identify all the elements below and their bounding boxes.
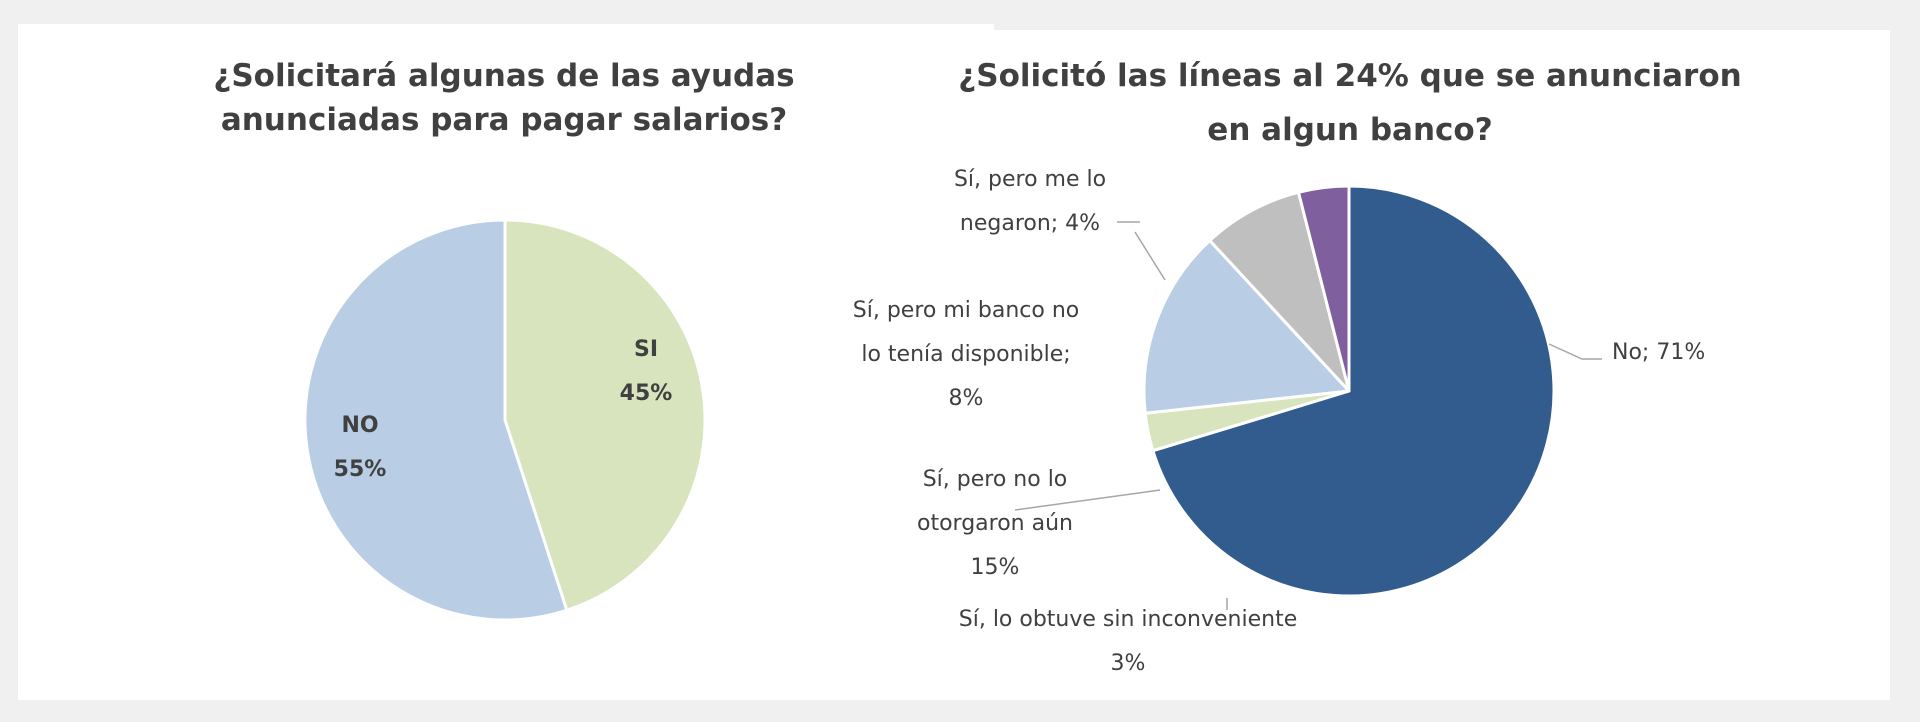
data-label-no-line: No; 71% <box>1612 340 1705 365</box>
data-label-si-pero-no-lo-otorgaron-aun-line: 15% <box>971 555 1020 580</box>
data-label-si-pero-me-lo-negaron-line: negaron; 4% <box>960 211 1100 236</box>
data-label-si-lo-obtuve-sin-inconveniente-line: Sí, lo obtuve sin inconveniente <box>959 607 1298 632</box>
data-label-no: No; 71% <box>1612 340 1705 365</box>
pie-slice-si-pero-mi-banco-no-lo-tenia-disponible <box>1208 190 1351 393</box>
pie-slice-si-pero-me-lo-negaron <box>1297 184 1351 393</box>
chart-title-line: ¿Solicitará algunas de las ayudas <box>213 58 794 94</box>
data-value-no: 55% <box>334 457 387 482</box>
data-label-si-pero-no-lo-otorgaron-aun: Sí, pero no lo otorgaron aún 15% <box>917 467 1073 580</box>
data-label-si: SI <box>634 337 658 362</box>
chart-title: ¿Solicitó las líneas al 24% que se anunc… <box>958 58 1741 148</box>
chart-title-line: ¿Solicitó las líneas al 24% que se anunc… <box>958 58 1741 94</box>
data-label-no: NO <box>341 413 378 438</box>
pie-slice-si <box>503 218 707 612</box>
data-label-si-pero-me-lo-negaron: Sí, pero me lo negaron; 4% <box>954 167 1106 236</box>
data-label-si-pero-no-lo-otorgaron-aun-line: otorgaron aún <box>917 511 1073 536</box>
chart-title-line: en algun banco? <box>1207 112 1492 148</box>
chart-title: ¿Solicitará algunas de las ayudas anuncia… <box>213 58 794 138</box>
data-label-si-lo-obtuve-sin-inconveniente: Sí, lo obtuve sin inconveniente 3% <box>959 607 1298 676</box>
data-label-si-pero-mi-banco-no-lo-tenia-disponible-line: Sí, pero mi banco no <box>853 298 1079 323</box>
chart-title-line: anunciadas para pagar salarios? <box>221 102 787 138</box>
leader-line-si-pero-no-lo-otorgaron-aun <box>1014 489 1161 511</box>
data-label-si-pero-mi-banco-no-lo-tenia-disponible-line: 8% <box>949 386 984 411</box>
pie-slice-no <box>1151 184 1556 598</box>
pie-slice-no <box>303 218 569 622</box>
pie-slice-si-pero-no-lo-otorgaron-aun <box>1142 239 1351 415</box>
leader-line-si-pero-me-lo-negaron <box>1134 231 1166 281</box>
data-label-si-lo-obtuve-sin-inconveniente-line: 3% <box>1111 651 1146 676</box>
leader-line-no <box>1548 343 1602 360</box>
data-value-si: 45% <box>620 381 673 406</box>
data-label-si-pero-me-lo-negaron-line: Sí, pero me lo <box>954 167 1106 192</box>
data-label-si-pero-mi-banco-no-lo-tenia-disponible: Sí, pero mi banco no lo tenía disponible;… <box>853 298 1079 411</box>
data-label-si-pero-no-lo-otorgaron-aun-line: Sí, pero no lo <box>923 467 1068 492</box>
data-label-si-pero-mi-banco-no-lo-tenia-disponible-line: lo tenía disponible; <box>861 342 1070 367</box>
